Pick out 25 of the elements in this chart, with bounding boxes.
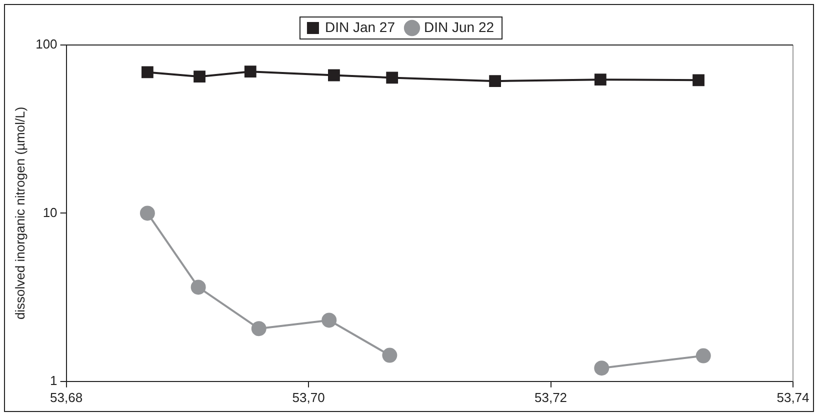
- point: [140, 206, 155, 221]
- x-tick-label: 53,68: [50, 390, 83, 405]
- point: [328, 69, 340, 82]
- y-tick-label: 1: [50, 372, 58, 388]
- point: [386, 72, 398, 84]
- y-tick-label: 10: [42, 204, 58, 220]
- legend-label: DIN Jan 27: [324, 18, 396, 35]
- point: [194, 70, 206, 83]
- point: [696, 348, 711, 364]
- y-tick-label: 100: [36, 36, 58, 52]
- x-tick-label: 53,70: [292, 390, 325, 405]
- point: [141, 66, 154, 78]
- x-tick-label: 53,72: [534, 390, 568, 405]
- point: [190, 280, 206, 295]
- point: [594, 360, 610, 376]
- point: [244, 66, 256, 78]
- point: [322, 312, 337, 328]
- legend-label: DIN Jun 22: [424, 18, 494, 35]
- x-tick-label: 53,74: [776, 390, 810, 405]
- point: [251, 321, 266, 336]
- point: [382, 348, 398, 363]
- point: [489, 75, 501, 88]
- point: [594, 74, 606, 86]
- y-axis-title: dissolved inorganic nitrogen (µmol/L): [12, 106, 28, 320]
- point: [692, 74, 704, 86]
